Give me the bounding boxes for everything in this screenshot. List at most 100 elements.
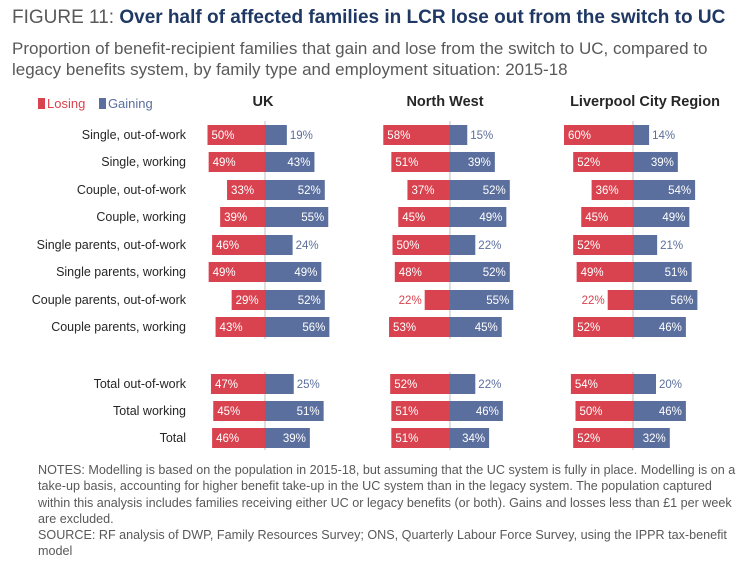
bar-gaining [265,317,330,337]
bar-losing [391,401,450,421]
bar-gaining [265,125,287,145]
figure-notes: NOTES: Modelling is based on the populat… [38,462,743,560]
data-label-losing: 39% [224,212,247,224]
data-label-losing: 46% [216,240,239,252]
figure-headline: Over half of affected families in LCR lo… [119,7,726,28]
data-label-losing: 52% [394,379,417,391]
data-label-losing: 54% [575,379,598,391]
bar-losing [575,401,633,421]
bar-gaining [633,401,686,421]
bar-gaining [633,317,686,337]
data-label-gaining: 34% [462,433,485,445]
category-label: Couple parents, out-of-work [32,293,187,307]
bar-gaining [450,317,502,337]
notes-text: NOTES: Modelling is based on the populat… [38,463,736,526]
bar-gaining [450,262,510,282]
category-label: Total working [113,404,186,418]
data-label-gaining: 52% [483,185,506,197]
data-label-losing: 53% [393,322,416,334]
data-label-gaining: 14% [652,130,675,142]
bar-losing [231,290,265,310]
data-label-losing: 52% [577,322,600,334]
category-label: Total out-of-work [94,377,187,391]
bar-losing [212,235,265,255]
bar-losing [424,290,450,310]
category-label: Single parents, out-of-work [37,238,187,252]
bar-losing [390,374,450,394]
data-label-losing: 46% [216,433,239,445]
data-label-losing: 43% [220,322,243,334]
data-label-gaining: 56% [302,322,325,334]
bar-losing [210,374,265,394]
legend-swatch-gaining [98,98,106,110]
data-label-gaining: 24% [296,240,319,252]
chart-legend: Losing Gaining [38,95,153,111]
data-label-gaining: 56% [670,295,693,307]
legend-label-losing: Losing [47,96,86,112]
data-label-losing: 52% [577,240,600,252]
source-text: SOURCE: RF analysis of DWP, Family Resou… [38,528,727,559]
data-label-gaining: 51% [665,267,688,279]
bar-gaining [633,125,650,145]
bar-gaining [633,180,696,200]
data-label-gaining: 46% [659,406,682,418]
data-label-losing: 49% [213,157,236,169]
diverging-bar-chart: Single, out-of-work Single, working Couple… [32,121,698,450]
bar-gaining [265,235,293,255]
data-label-gaining: 39% [468,157,491,169]
bar-gaining [633,207,690,227]
bar-gaining [633,374,656,394]
data-label-losing: 48% [399,267,422,279]
bar-gaining [633,290,698,310]
data-label-gaining: 55% [301,212,324,224]
bar-gaining [450,290,514,310]
bar-losing [391,428,450,448]
bar-gaining [450,374,476,394]
legend-label-gaining: Gaining [107,96,153,112]
data-label-losing: 22% [399,295,422,307]
data-label-losing: 50% [580,406,603,418]
bar-losing [392,235,450,255]
bar-losing [207,125,265,145]
data-label-losing: 50% [212,130,235,142]
bar-gaining [265,207,329,227]
data-label-gaining: 32% [643,433,666,445]
bar-losing [573,317,633,337]
figure-title: FIGURE 11: Over half of affected familie… [12,6,742,30]
data-label-gaining: 22% [478,240,501,252]
data-label-gaining: 45% [475,322,498,334]
data-label-gaining: 22% [478,379,501,391]
bar-gaining [633,152,678,172]
data-label-gaining: 49% [479,212,502,224]
bar-losing [208,152,265,172]
category-label: Couple parents, working [51,320,186,334]
category-label: Couple, out-of-work [77,183,187,197]
data-label-gaining: 49% [294,267,317,279]
bar-losing [570,374,633,394]
category-label: Single, working [101,155,186,169]
data-label-losing: 50% [397,240,420,252]
bar-losing [215,317,265,337]
data-label-gaining: 51% [297,406,320,418]
bar-gaining [633,428,670,448]
data-label-losing: 29% [236,295,259,307]
data-label-gaining: 15% [470,130,493,142]
bar-gaining [633,262,692,282]
bar-losing [573,152,633,172]
data-label-losing: 33% [231,185,254,197]
panel-title-lcr: Liverpool City Region [570,94,720,110]
data-label-losing: 49% [213,267,236,279]
bar-losing [407,180,450,200]
data-label-gaining: 21% [660,240,683,252]
bar-gaining [265,428,310,448]
data-label-losing: 45% [217,406,240,418]
bar-gaining [265,401,324,421]
panel-title-uk: UK [252,94,274,110]
bar-losing [391,152,450,172]
bar-losing [227,180,265,200]
panel-title-north-west: North West [406,94,484,110]
figure-subtitle: Proportion of benefit-recipient families… [12,39,708,79]
data-label-gaining: 39% [283,433,306,445]
data-label-gaining: 55% [486,295,509,307]
data-label-gaining: 25% [297,379,320,391]
